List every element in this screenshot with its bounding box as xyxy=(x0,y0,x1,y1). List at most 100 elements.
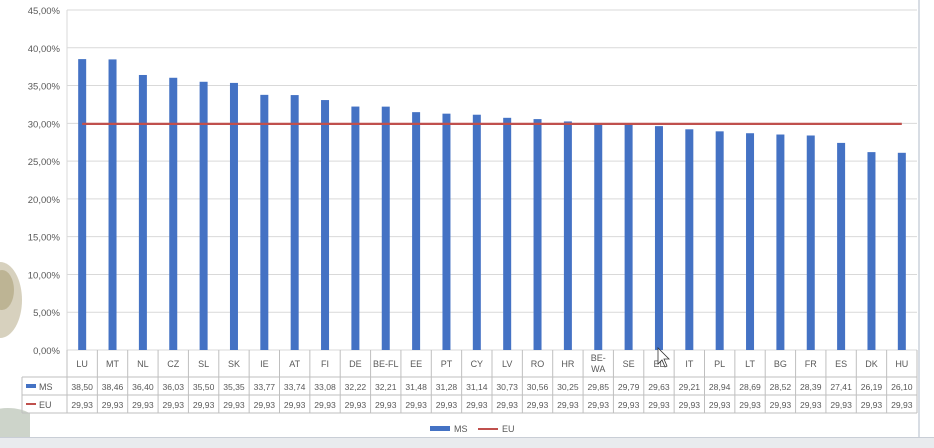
table-value-ms: 28,52 xyxy=(770,382,792,392)
bar-ms-it xyxy=(685,129,694,350)
bar-ms-mt xyxy=(108,59,117,351)
bar-ms-be-fl xyxy=(381,106,390,350)
taskbar-strip xyxy=(0,437,934,448)
table-value-eu: 29,93 xyxy=(557,400,579,410)
bar-ms-nl xyxy=(138,74,147,350)
x-category-label: HR xyxy=(561,359,574,369)
table-value-ms: 31,28 xyxy=(436,382,458,392)
table-value-ms: 36,03 xyxy=(162,382,184,392)
bar-ms-bg xyxy=(776,134,785,350)
x-category-label: DE xyxy=(349,359,362,369)
table-value-eu: 29,93 xyxy=(405,400,427,410)
table-value-ms: 33,08 xyxy=(314,382,336,392)
bar-ms-pl xyxy=(715,131,724,350)
bar-ms-lv xyxy=(503,117,512,350)
x-category-label: RO xyxy=(531,359,545,369)
table-value-eu: 29,93 xyxy=(739,400,761,410)
bar-ms-lt xyxy=(746,133,755,350)
table-value-eu: 29,93 xyxy=(345,400,367,410)
bar-ms-ro xyxy=(533,119,542,350)
table-value-ms: 30,25 xyxy=(557,382,579,392)
table-value-ms: 29,79 xyxy=(618,382,640,392)
x-category-label: SK xyxy=(228,359,240,369)
y-tick-label: 20,00% xyxy=(28,195,61,206)
y-tick-label: 10,00% xyxy=(28,270,61,281)
x-category-label: PT xyxy=(441,359,453,369)
table-row-label-ms: MS xyxy=(39,382,53,392)
table-value-eu: 29,93 xyxy=(861,400,883,410)
table-value-ms: 27,41 xyxy=(830,382,852,392)
table-value-eu: 29,93 xyxy=(800,400,822,410)
x-category-label: LT xyxy=(745,359,755,369)
x-category-label: CY xyxy=(471,359,484,369)
x-category-label: LV xyxy=(502,359,512,369)
x-category-label: BE- xyxy=(591,353,606,363)
table-key-ms xyxy=(26,384,36,388)
x-category-label: FI xyxy=(321,359,329,369)
table-value-eu: 29,93 xyxy=(71,400,93,410)
y-tick-label: 35,00% xyxy=(28,82,61,93)
x-category-label: IE xyxy=(260,359,269,369)
x-category-label: NL xyxy=(137,359,149,369)
bar-ms-se xyxy=(624,124,633,350)
table-value-eu: 29,93 xyxy=(102,400,124,410)
table-value-eu: 29,93 xyxy=(830,400,852,410)
x-category-label: DK xyxy=(865,359,878,369)
table-value-ms: 30,73 xyxy=(496,382,518,392)
x-category-label: SL xyxy=(198,359,209,369)
table-value-eu: 29,93 xyxy=(132,400,154,410)
table-value-eu: 29,93 xyxy=(284,400,306,410)
table-value-eu: 29,93 xyxy=(618,400,640,410)
x-category-label: MT xyxy=(106,359,119,369)
table-value-ms: 31,48 xyxy=(405,382,427,392)
table-value-eu: 29,93 xyxy=(436,400,458,410)
table-value-eu: 29,93 xyxy=(679,400,701,410)
x-category-label: HU xyxy=(895,359,908,369)
table-value-ms: 38,50 xyxy=(71,382,93,392)
bar-ms-dk xyxy=(867,152,876,350)
bar-ms-be-wa xyxy=(594,124,603,350)
bar-ms-el xyxy=(654,126,663,350)
table-value-eu: 29,93 xyxy=(770,400,792,410)
table-value-eu: 29,93 xyxy=(891,400,913,410)
x-category-label: BG xyxy=(774,359,787,369)
legend-label-eu: EU xyxy=(502,424,515,434)
table-value-eu: 29,93 xyxy=(193,400,215,410)
x-category-label: SE xyxy=(623,359,635,369)
x-category-label: PL xyxy=(714,359,725,369)
y-tick-label: 0,00% xyxy=(33,346,60,357)
table-value-eu: 29,93 xyxy=(648,400,670,410)
y-tick-label: 40,00% xyxy=(28,44,61,55)
bar-ms-sl xyxy=(199,81,208,351)
table-value-eu: 29,93 xyxy=(314,400,336,410)
table-value-ms: 33,77 xyxy=(254,382,276,392)
legend-key-ms xyxy=(430,426,450,431)
bar-ms-ee xyxy=(412,112,421,350)
x-category-label: WA xyxy=(591,364,605,374)
table-value-ms: 35,35 xyxy=(223,382,245,392)
table-value-eu: 29,93 xyxy=(375,400,397,410)
table-value-ms: 36,40 xyxy=(132,382,154,392)
bar-ms-cy xyxy=(472,114,481,350)
y-tick-label: 15,00% xyxy=(28,233,61,244)
table-value-ms: 32,21 xyxy=(375,382,397,392)
bar-ms-sk xyxy=(229,82,238,351)
y-tick-label: 25,00% xyxy=(28,157,61,168)
table-value-eu: 29,93 xyxy=(709,400,731,410)
table-value-ms: 29,85 xyxy=(587,382,609,392)
table-value-ms: 28,39 xyxy=(800,382,822,392)
bar-ms-fr xyxy=(806,135,815,350)
x-category-label: CZ xyxy=(167,359,179,369)
table-value-ms: 26,19 xyxy=(861,382,883,392)
x-category-label: IT xyxy=(685,359,694,369)
y-tick-label: 45,00% xyxy=(28,6,61,17)
y-tick-label: 5,00% xyxy=(33,308,60,319)
table-value-eu: 29,93 xyxy=(527,400,549,410)
bar-ms-lu xyxy=(78,59,87,350)
x-category-label: FR xyxy=(805,359,817,369)
x-category-label: EL xyxy=(653,359,664,369)
bar-ms-at xyxy=(290,95,299,350)
table-value-eu: 29,93 xyxy=(254,400,276,410)
table-value-ms: 28,69 xyxy=(739,382,761,392)
